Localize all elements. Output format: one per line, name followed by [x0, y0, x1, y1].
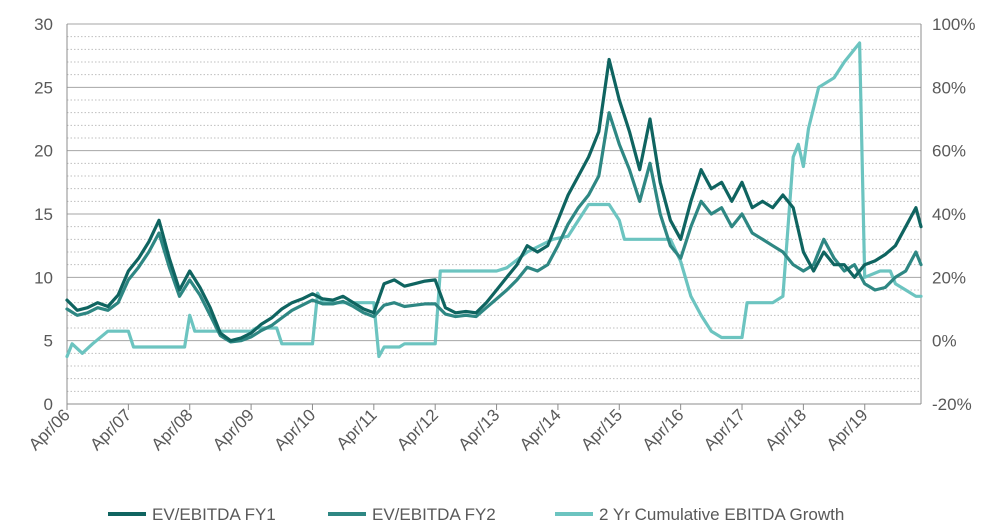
left-tick-label: 25 [34, 78, 53, 97]
right-tick-label: 20% [932, 268, 966, 287]
left-axis: 0 5 10 15 20 25 30 [34, 15, 53, 414]
series-line-1 [65, 57, 923, 343]
x-tick-label: Apr/14 [516, 405, 565, 454]
x-tick-label: Apr/09 [209, 405, 258, 454]
x-tick-label: Apr/15 [577, 405, 626, 454]
right-tick-label: 60% [932, 142, 966, 161]
x-axis: Apr/06 Apr/07 Apr/08 Apr/09 Apr/10 Apr/11 Apr/… [25, 404, 872, 454]
x-tick-label: Apr/12 [393, 405, 442, 454]
series-line-3 [65, 41, 923, 359]
x-tick-label: Apr/18 [761, 405, 810, 454]
legend-label-1: EV/EBITDA FY1 [152, 505, 276, 524]
right-axis: -20% 0% 20% 40% 60% 80% 100% [932, 15, 975, 414]
left-tick-label: 15 [34, 205, 53, 224]
x-tick-label: Apr/19 [823, 405, 872, 454]
left-tick-label: 30 [34, 15, 53, 34]
right-tick-label: 80% [932, 78, 966, 97]
left-tick-label: 5 [44, 332, 53, 351]
left-tick-label: 0 [44, 395, 53, 414]
x-tick-label: Apr/10 [270, 405, 319, 454]
x-tick-label: Apr/11 [333, 405, 381, 453]
right-tick-label: 0% [932, 332, 957, 351]
legend: EV/EBITDA FY1 EV/EBITDA FY2 2 Yr Cumulativ… [108, 505, 844, 524]
series-lines [65, 41, 923, 359]
right-tick-label: 100% [932, 15, 975, 34]
gridlines [66, 23, 922, 405]
x-tick-label: Apr/13 [455, 405, 504, 454]
legend-label-2: EV/EBITDA FY2 [372, 505, 496, 524]
right-tick-label: 40% [932, 205, 966, 224]
x-tick-label: Apr/16 [639, 405, 688, 454]
legend-label-3: 2 Yr Cumulative EBITDA Growth [599, 505, 844, 524]
x-tick-label: Apr/07 [86, 405, 135, 454]
left-tick-label: 20 [34, 142, 53, 161]
x-tick-label: Apr/17 [700, 405, 749, 454]
series-line-2 [65, 111, 923, 344]
right-tick-label: -20% [932, 395, 972, 414]
left-tick-label: 10 [34, 268, 53, 287]
x-tick-label: Apr/08 [148, 405, 197, 454]
